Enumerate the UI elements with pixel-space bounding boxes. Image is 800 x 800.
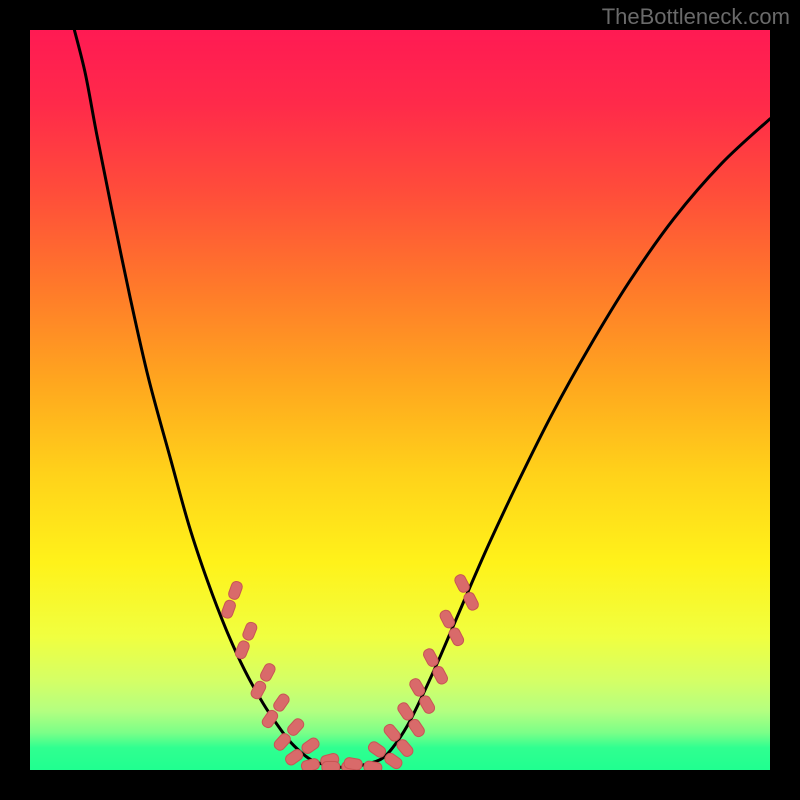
plot-svg: [30, 30, 770, 770]
marker-pill: [322, 762, 340, 770]
plot-area: [30, 30, 770, 770]
chart-container: TheBottleneck.com: [0, 0, 800, 800]
gradient-background: [30, 30, 770, 770]
watermark-text: TheBottleneck.com: [602, 4, 790, 30]
